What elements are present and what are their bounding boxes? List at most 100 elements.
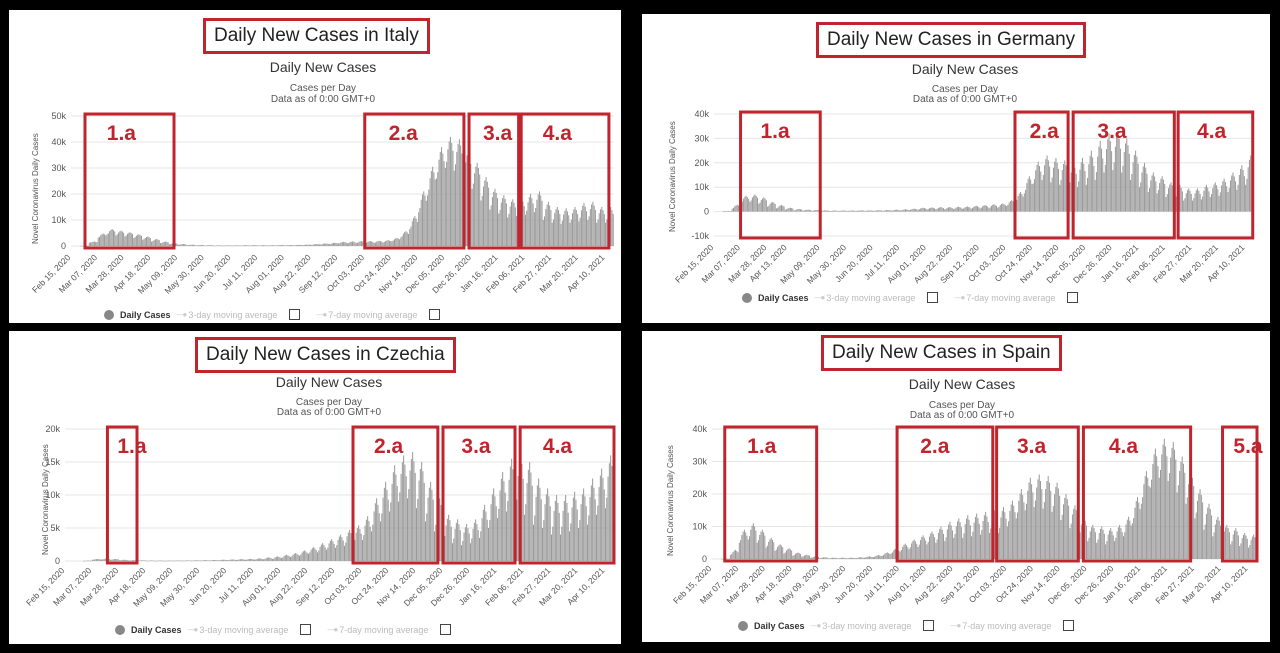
bar — [266, 557, 268, 561]
legend-3day-average[interactable]: 3-day moving average — [811, 621, 911, 631]
bar — [1111, 531, 1113, 559]
bar — [1179, 470, 1181, 559]
bar — [1140, 182, 1142, 212]
legend-7day-checkbox[interactable] — [1063, 620, 1075, 631]
legend-daily-cases[interactable]: Daily Cases — [131, 624, 182, 635]
bar — [338, 243, 340, 246]
bar — [280, 245, 282, 246]
bar — [380, 241, 382, 246]
bar — [912, 540, 914, 559]
legend-7day-checkbox[interactable] — [440, 624, 452, 635]
bar — [395, 238, 397, 246]
bar — [481, 195, 483, 246]
bar — [410, 459, 412, 561]
bar — [811, 210, 813, 212]
bar — [411, 221, 413, 246]
bar — [763, 532, 765, 559]
bar — [537, 194, 539, 246]
bar — [1138, 187, 1140, 212]
bar — [823, 557, 825, 559]
bar — [848, 557, 850, 559]
bar — [778, 206, 780, 212]
bar — [170, 243, 172, 246]
bar — [494, 496, 496, 561]
bar — [1080, 162, 1082, 212]
bar — [746, 535, 748, 559]
bar — [1020, 489, 1022, 559]
bar — [241, 245, 243, 247]
bar — [1111, 151, 1113, 212]
bar — [497, 518, 498, 561]
bar — [477, 168, 479, 246]
bar — [81, 245, 83, 247]
legend-7day-average[interactable]: 7-day moving average — [327, 625, 428, 635]
bar — [1089, 155, 1091, 212]
bar — [1041, 489, 1043, 559]
legend-7day-average[interactable]: 7-day moving average — [950, 621, 1051, 631]
bar — [95, 559, 97, 561]
bar — [796, 552, 798, 559]
bar — [734, 206, 736, 212]
bar — [900, 549, 902, 559]
legend-7day-average[interactable]: 7-day moving average — [954, 293, 1055, 303]
bar — [480, 531, 482, 561]
bar — [596, 514, 597, 561]
bar — [590, 485, 592, 561]
chart-subtitle-1: Cases per Day — [289, 83, 357, 94]
bar — [408, 489, 410, 561]
legend-3day-average[interactable]: 3-day moving average — [815, 293, 915, 303]
bar — [1038, 474, 1040, 559]
legend-7day-average[interactable]: 7-day moving average — [316, 310, 417, 320]
bar — [117, 559, 119, 561]
bar — [405, 476, 407, 561]
bar — [841, 210, 843, 212]
bar — [311, 244, 313, 246]
bar — [266, 245, 268, 247]
legend-daily-cases[interactable]: Daily Cases — [120, 309, 171, 320]
country-title: Daily New Cases in Czechia — [195, 337, 456, 373]
bar — [165, 241, 167, 246]
bar — [193, 244, 195, 246]
bar — [1070, 523, 1072, 559]
bar — [143, 560, 145, 561]
bar — [750, 529, 752, 559]
bar — [794, 553, 796, 559]
bar — [801, 209, 803, 212]
bar — [575, 210, 577, 246]
legend-3day-checkbox[interactable] — [927, 292, 939, 303]
bar — [95, 241, 97, 246]
legend-3day-checkbox[interactable] — [289, 309, 301, 320]
bar — [296, 553, 298, 561]
bar — [567, 512, 569, 561]
legend-7day-checkbox[interactable] — [1067, 292, 1079, 303]
bar — [114, 231, 116, 246]
bar — [549, 205, 551, 246]
legend-daily-cases[interactable]: Daily Cases — [758, 292, 809, 303]
legend-3day-checkbox[interactable] — [923, 620, 935, 631]
bar — [362, 539, 363, 561]
bar — [362, 241, 364, 246]
bar — [1098, 146, 1100, 212]
bar — [274, 245, 276, 246]
bar — [997, 207, 999, 212]
bar — [1207, 187, 1209, 212]
bar — [344, 242, 346, 246]
bar — [178, 560, 180, 562]
bar — [1102, 158, 1104, 212]
bar — [923, 208, 925, 212]
bar — [1096, 542, 1098, 559]
legend-3day-checkbox[interactable] — [300, 624, 312, 635]
bar — [840, 557, 842, 559]
bar — [550, 209, 552, 246]
legend-3day-average[interactable]: 3-day moving average — [188, 625, 288, 635]
bar — [425, 200, 427, 246]
bar — [610, 455, 612, 561]
legend-7day-checkbox[interactable] — [429, 309, 441, 320]
bar — [740, 540, 742, 559]
bar — [1195, 190, 1197, 212]
bar — [182, 560, 183, 562]
legend-daily-cases[interactable]: Daily Cases — [754, 620, 805, 631]
bar — [729, 210, 731, 212]
bar — [885, 552, 887, 559]
legend-3day-average[interactable]: 3-day moving average — [177, 310, 277, 320]
